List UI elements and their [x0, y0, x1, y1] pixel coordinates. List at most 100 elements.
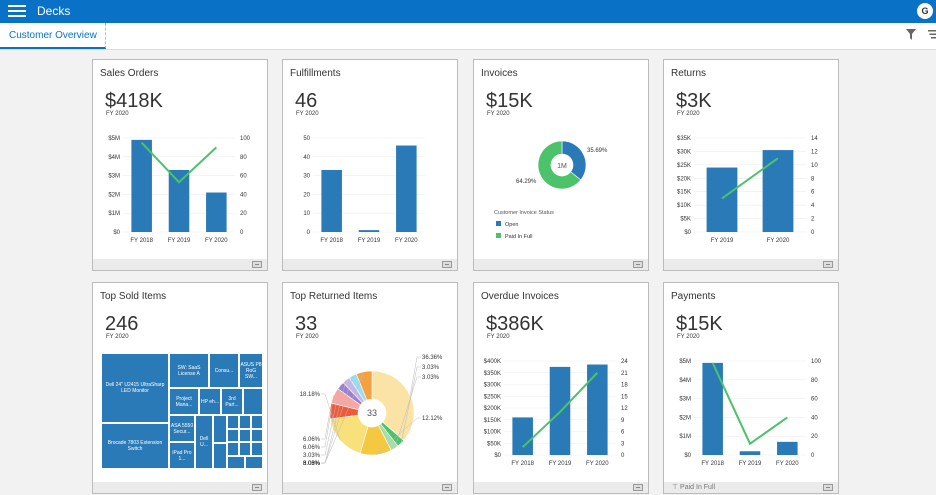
y-tick-label: $0	[684, 230, 691, 236]
slice-label: 3.03%	[422, 365, 440, 371]
sort-icon[interactable]	[928, 30, 936, 39]
x-tick-label: FY 2018	[130, 238, 153, 244]
y2-tick-label: 40	[240, 192, 247, 198]
y-tick-label: $20K	[677, 176, 691, 182]
returns-chart: $0$5K$10K$15K$20K$25K$30K$35K02468101214…	[664, 60, 840, 272]
treemap-cell[interactable]	[251, 415, 263, 429]
comment-icon[interactable]	[633, 261, 643, 268]
x-tick-label: FY 2019	[358, 238, 381, 244]
tab-customer-overview[interactable]: Customer Overview	[0, 23, 106, 49]
comment-icon[interactable]	[442, 261, 452, 268]
comment-icon[interactable]	[633, 484, 643, 491]
comment-icon[interactable]	[252, 261, 262, 268]
treemap-cell[interactable]	[251, 442, 263, 456]
treemap-cell[interactable]: 3rd Part...	[221, 388, 243, 415]
filter-icon[interactable]	[906, 29, 916, 40]
treemap-cell[interactable]	[251, 429, 263, 442]
y-tick-label: $25K	[677, 163, 691, 169]
treemap-cell[interactable]: iPad Pro 1...	[169, 442, 195, 469]
x-tick-label: FY 2020	[205, 238, 228, 244]
treemap-cell[interactable]	[239, 415, 251, 429]
y-tick-label: $10K	[677, 203, 691, 209]
y2-tick-label: 18	[621, 383, 628, 389]
bar	[777, 442, 798, 455]
y-tick-label: $4M	[679, 378, 691, 384]
treemap-cell[interactable]	[227, 415, 239, 429]
y2-tick-label: 2	[811, 217, 815, 223]
card-top-sold-items[interactable]: Top Sold Items 246 FY 2020 Dell 24" U241…	[92, 282, 268, 494]
treemap-cell[interactable]	[213, 415, 227, 443]
card-sales-orders[interactable]: Sales Orders $418K FY 2020 $0$1M$2M$3M$4…	[92, 59, 268, 271]
y2-tick-label: 12	[621, 406, 628, 412]
treemap-cell[interactable]: Dell U...	[195, 415, 213, 469]
slice-label: 6.06%	[303, 445, 321, 451]
comment-icon[interactable]	[442, 484, 452, 491]
y-tick-label: 30	[303, 174, 310, 180]
treemap-cell[interactable]: Consu...	[209, 353, 239, 388]
treemap-cell[interactable]	[227, 442, 239, 456]
treemap-cell[interactable]: Project Mana...	[169, 388, 199, 415]
treemap-cell[interactable]	[239, 442, 251, 456]
comment-icon[interactable]	[823, 261, 833, 268]
treemap-cell[interactable]	[227, 429, 239, 442]
app-title: Decks	[37, 4, 70, 18]
card-footer	[93, 259, 267, 270]
bar	[321, 170, 342, 232]
card-overdue-invoices[interactable]: Overdue Invoices $386K FY 2020 $0$50K$10…	[473, 282, 649, 494]
slice-label: 64.29%	[516, 179, 537, 185]
menu-icon[interactable]	[8, 5, 26, 18]
y-tick-label: $2M	[108, 192, 120, 198]
treemap-cell[interactable]: ASA 5550 Secur...	[169, 415, 195, 442]
treemap-cell[interactable]	[213, 443, 227, 469]
y-tick-label: 40	[303, 155, 310, 161]
slice-label: 36.36%	[422, 355, 443, 361]
treemap-cell[interactable]: ASUS P8 RoG SW...	[239, 353, 263, 388]
y2-tick-label: 6	[621, 430, 625, 436]
y2-tick-label: 3	[621, 441, 625, 447]
y2-tick-label: 6	[811, 190, 815, 196]
comment-icon[interactable]	[823, 484, 833, 491]
y-tick-label: $5K	[680, 217, 691, 223]
bar	[359, 230, 380, 232]
avatar[interactable]: G	[917, 3, 933, 19]
bar	[512, 417, 533, 455]
y2-tick-label: 40	[811, 415, 818, 421]
treemap-cell[interactable]: Brocade 7803 Extension Switch	[101, 423, 169, 469]
treemap-cell[interactable]: Dell 24" U2415 UltraSharp LED Monitor	[101, 353, 169, 423]
treemap: Dell 24" U2415 UltraSharp LED Monitor Br…	[101, 353, 263, 469]
y2-tick-label: 9	[621, 418, 625, 424]
legend-swatch	[496, 221, 501, 226]
bar	[396, 146, 417, 232]
treemap-cell[interactable]	[239, 429, 251, 442]
treemap-cell[interactable]	[243, 388, 263, 415]
slice-label: 6.06%	[303, 437, 321, 443]
legend-title: Customer Invoice Status	[494, 210, 554, 216]
treemap-cell[interactable]	[227, 456, 245, 469]
bar	[169, 170, 190, 232]
y-tick-label: $350K	[484, 371, 501, 377]
slice-label: 6.06%	[303, 461, 321, 467]
treemap-cell[interactable]: SW: SaaS License A	[169, 353, 209, 388]
bar	[707, 168, 738, 232]
treemap-cell[interactable]: HP eh...	[199, 388, 221, 415]
y-tick-label: $5M	[679, 359, 691, 365]
y-tick-label: 0	[307, 230, 311, 236]
treemap-cell[interactable]	[245, 456, 263, 469]
legend-label: Paid In Full	[505, 234, 533, 240]
card-footer	[474, 259, 648, 270]
y2-tick-label: 80	[240, 155, 247, 161]
trend-line	[713, 363, 788, 444]
bar	[587, 365, 608, 455]
y2-tick-label: 0	[811, 453, 815, 459]
comment-icon[interactable]	[252, 484, 262, 491]
y-tick-label: $2M	[679, 415, 691, 421]
overdue-invoices-chart: $0$50K$100K$150K$200K$250K$300K$350K$400…	[474, 283, 650, 495]
card-returns[interactable]: Returns $3K FY 2020 $0$5K$10K$15K$20K$25…	[663, 59, 839, 271]
